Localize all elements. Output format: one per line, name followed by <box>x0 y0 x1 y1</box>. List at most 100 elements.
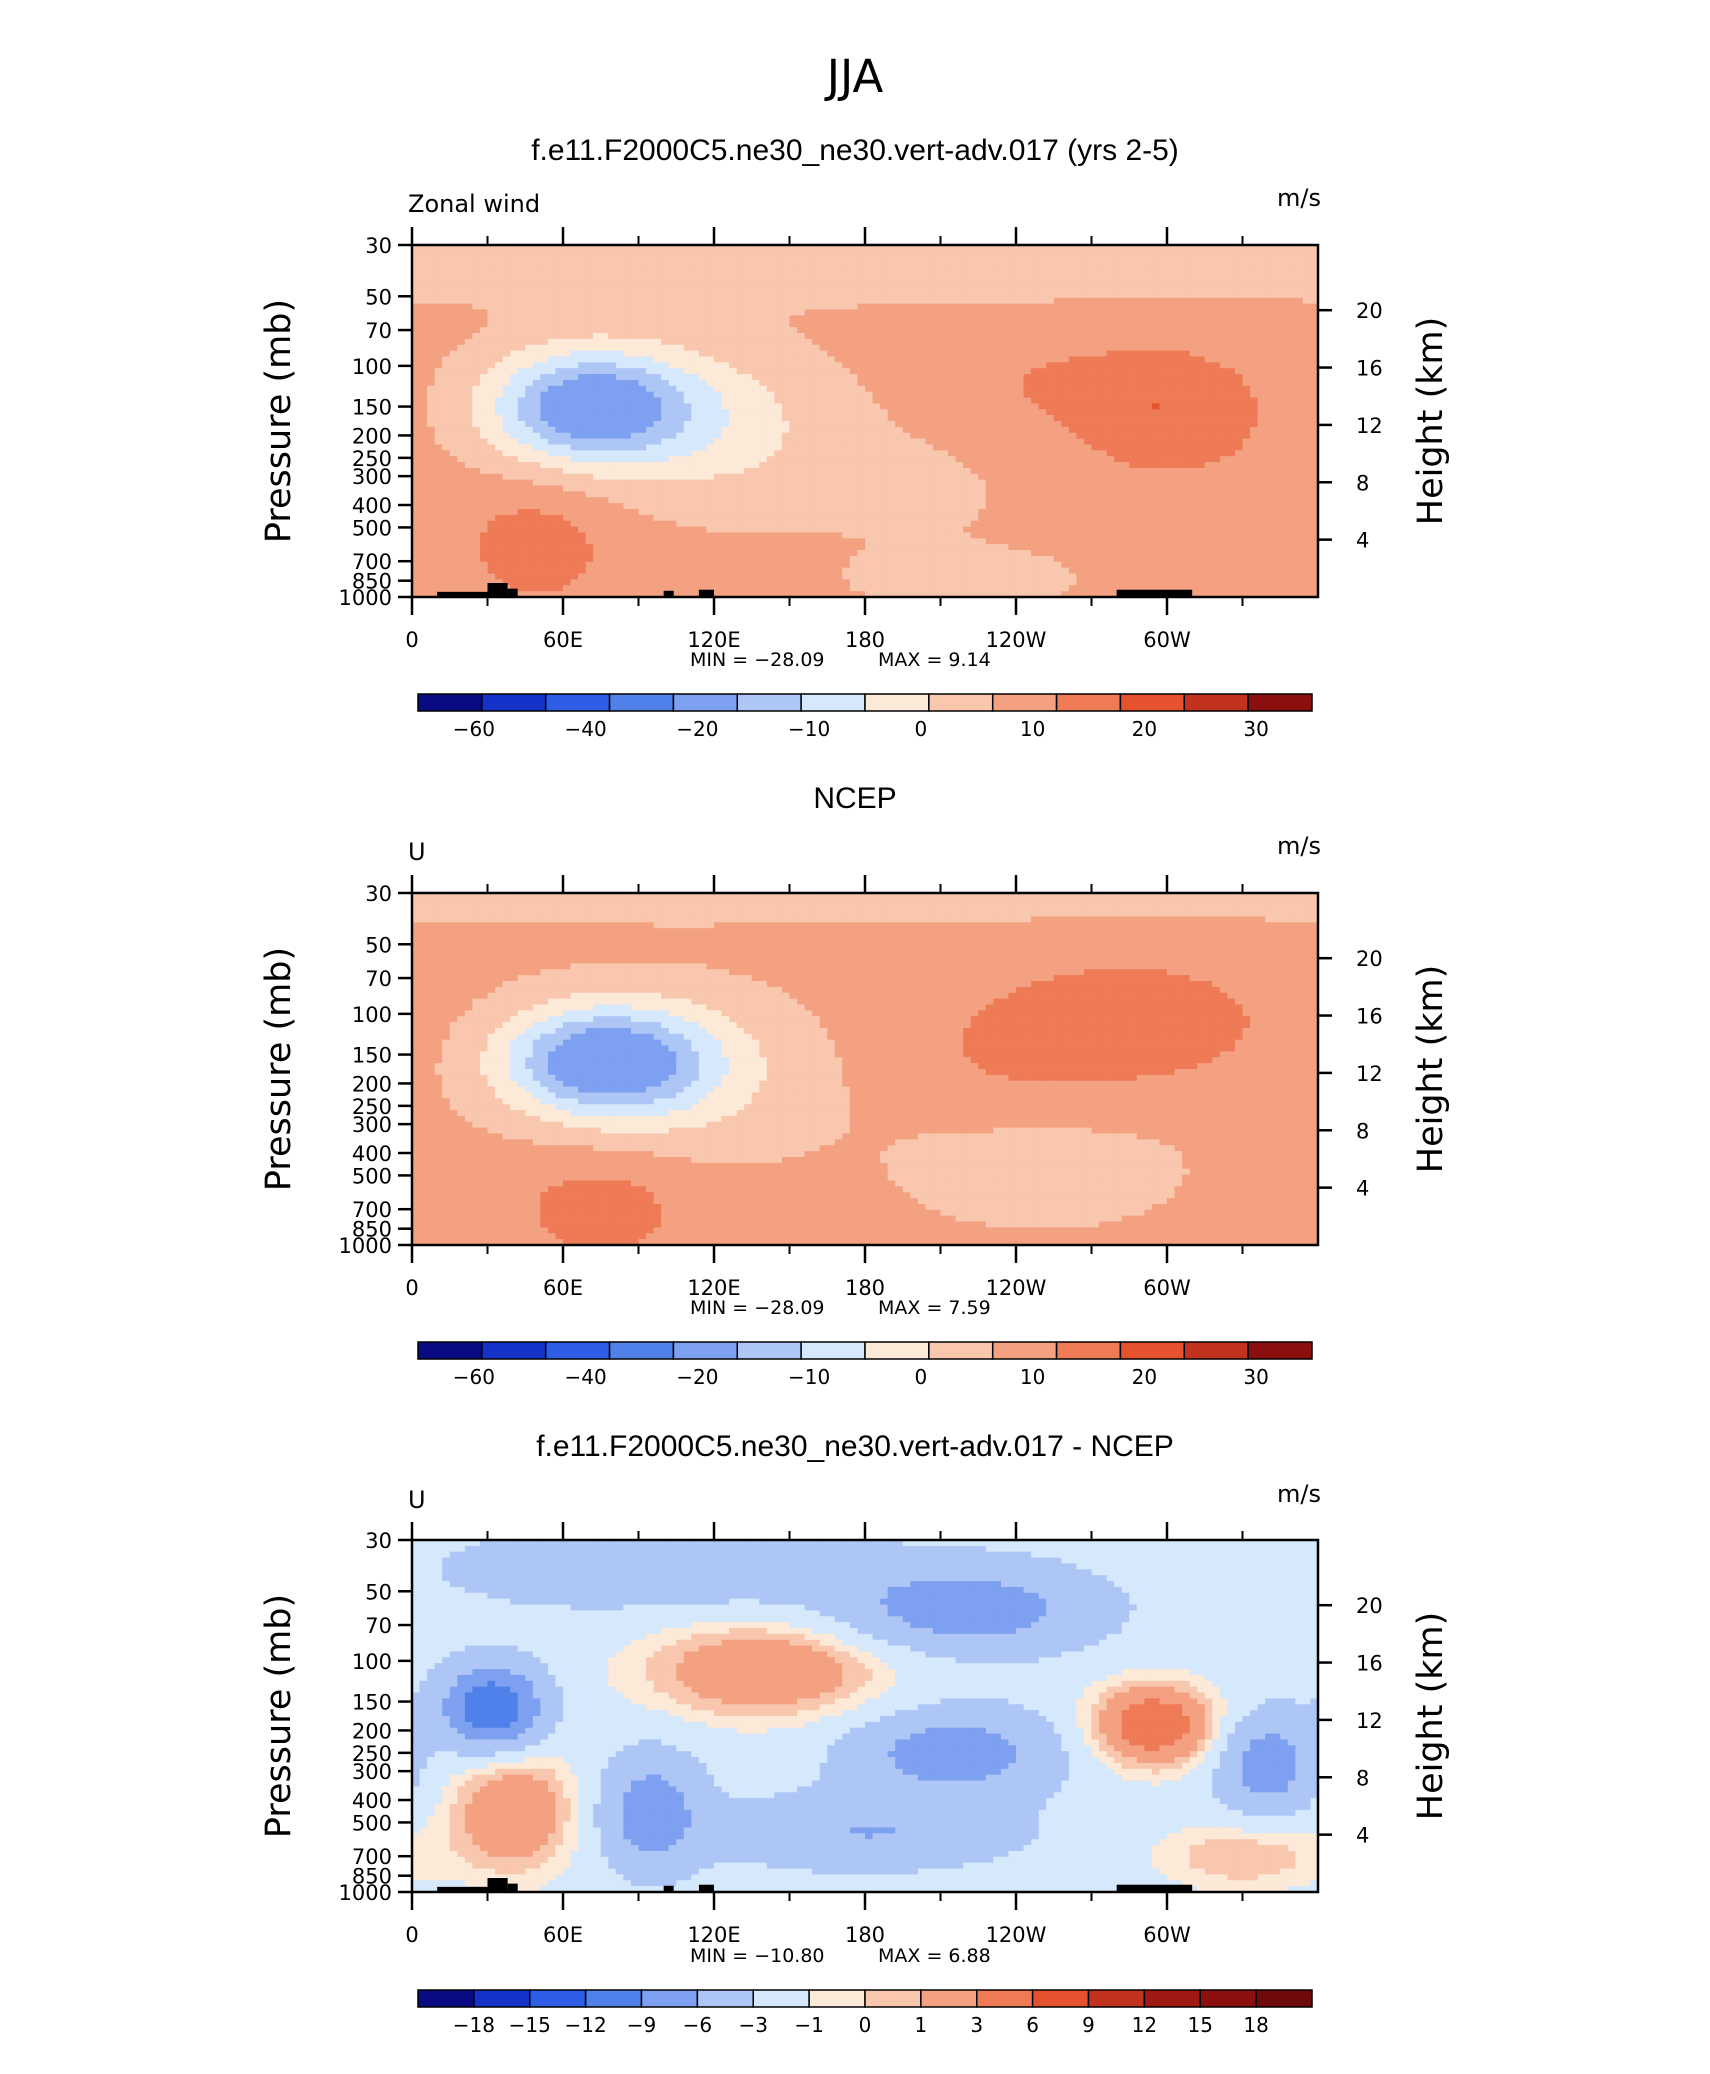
contour-cell <box>555 468 563 474</box>
contour-cell <box>639 415 647 421</box>
contour-cell <box>729 362 737 368</box>
contour-cell <box>888 315 896 321</box>
contour-cell <box>956 380 964 386</box>
contour-cell <box>1122 380 1130 386</box>
contour-cell <box>1175 468 1183 474</box>
contour-cell <box>903 286 911 292</box>
contour-cell <box>1008 368 1016 374</box>
contour-cell <box>593 257 601 263</box>
contour-cell <box>1084 386 1092 392</box>
contour-cell <box>586 374 594 380</box>
contour-cell <box>442 474 450 480</box>
contour-cell <box>1235 433 1243 439</box>
contour-cell <box>563 339 571 345</box>
contour-cell <box>593 263 601 269</box>
contour-cell <box>1205 374 1213 380</box>
contour-cell <box>488 333 496 339</box>
contour-cell <box>752 427 760 433</box>
contour-cell <box>1076 356 1084 362</box>
contour-cell <box>1205 427 1213 433</box>
contour-cell <box>797 345 805 351</box>
contour-cell <box>812 474 820 480</box>
contour-cell <box>948 480 956 486</box>
contour-cell <box>1107 468 1115 474</box>
contour-cell <box>729 398 737 404</box>
contour-cell <box>555 433 563 439</box>
contour-cell <box>420 321 428 327</box>
contour-cell <box>737 433 745 439</box>
contour-cell <box>1039 398 1047 404</box>
contour-cell <box>578 427 586 433</box>
contour-cell <box>1273 280 1281 286</box>
contour-cell <box>956 444 964 450</box>
contour-cell <box>797 339 805 345</box>
contour-cell <box>1250 321 1258 327</box>
contour-cell <box>978 439 986 445</box>
contour-cell <box>691 444 699 450</box>
contour-cell <box>1016 280 1024 286</box>
contour-cell <box>435 380 443 386</box>
contour-cell <box>835 356 843 362</box>
contour-cell <box>752 351 760 357</box>
contour-cell <box>578 433 586 439</box>
contour-cell <box>1008 351 1016 357</box>
contour-cell <box>948 421 956 427</box>
contour-cell <box>706 427 714 433</box>
contour-cell <box>488 286 496 292</box>
contour-cell <box>993 315 1001 321</box>
contour-cell <box>737 439 745 445</box>
contour-cell <box>752 280 760 286</box>
contour-cell <box>820 374 828 380</box>
contour-cell <box>842 351 850 357</box>
contour-cell <box>1280 398 1288 404</box>
contour-cell <box>1295 450 1303 456</box>
contour-cell <box>533 286 541 292</box>
contour-cell <box>450 462 458 468</box>
contour-cell <box>895 327 903 333</box>
contour-cell <box>571 333 579 339</box>
contour-cell <box>737 268 745 274</box>
contour-cell <box>782 415 790 421</box>
contour-cell <box>442 368 450 374</box>
contour-cell <box>774 462 782 468</box>
contour-cell <box>744 486 752 492</box>
contour-cell <box>540 351 548 357</box>
contour-cell <box>1129 462 1137 468</box>
contour-cell <box>1107 439 1115 445</box>
contour-cell <box>1031 398 1039 404</box>
contour-cell <box>533 345 541 351</box>
contour-cell <box>1084 351 1092 357</box>
contour-cell <box>676 274 684 280</box>
contour-cell <box>639 298 647 304</box>
contour-cell <box>1220 280 1228 286</box>
contour-cell <box>880 474 888 480</box>
contour-cell <box>555 486 563 492</box>
contour-cell <box>555 380 563 386</box>
contour-cell <box>910 462 918 468</box>
contour-cell <box>661 450 669 456</box>
contour-cell <box>903 474 911 480</box>
contour-cell <box>1144 474 1152 480</box>
contour-cell <box>910 292 918 298</box>
contour-cell <box>593 274 601 280</box>
contour-cell <box>1016 274 1024 280</box>
contour-cell <box>639 292 647 298</box>
contour-cell <box>457 462 465 468</box>
contour-cell <box>623 257 631 263</box>
contour-cell <box>986 456 994 462</box>
contour-cell <box>684 480 692 486</box>
contour-cell <box>759 398 767 404</box>
contour-cell <box>797 268 805 274</box>
contour-cell <box>1114 362 1122 368</box>
contour-cell <box>895 444 903 450</box>
contour-cell <box>427 268 435 274</box>
contour-cell <box>1039 280 1047 286</box>
contour-cell <box>850 310 858 316</box>
contour-cell <box>1243 450 1251 456</box>
contour-cell <box>1129 274 1137 280</box>
contour-cell <box>910 380 918 386</box>
contour-cell <box>1265 251 1273 257</box>
contour-cell <box>1227 386 1235 392</box>
contour-cell <box>684 415 692 421</box>
contour-cell <box>933 421 941 427</box>
